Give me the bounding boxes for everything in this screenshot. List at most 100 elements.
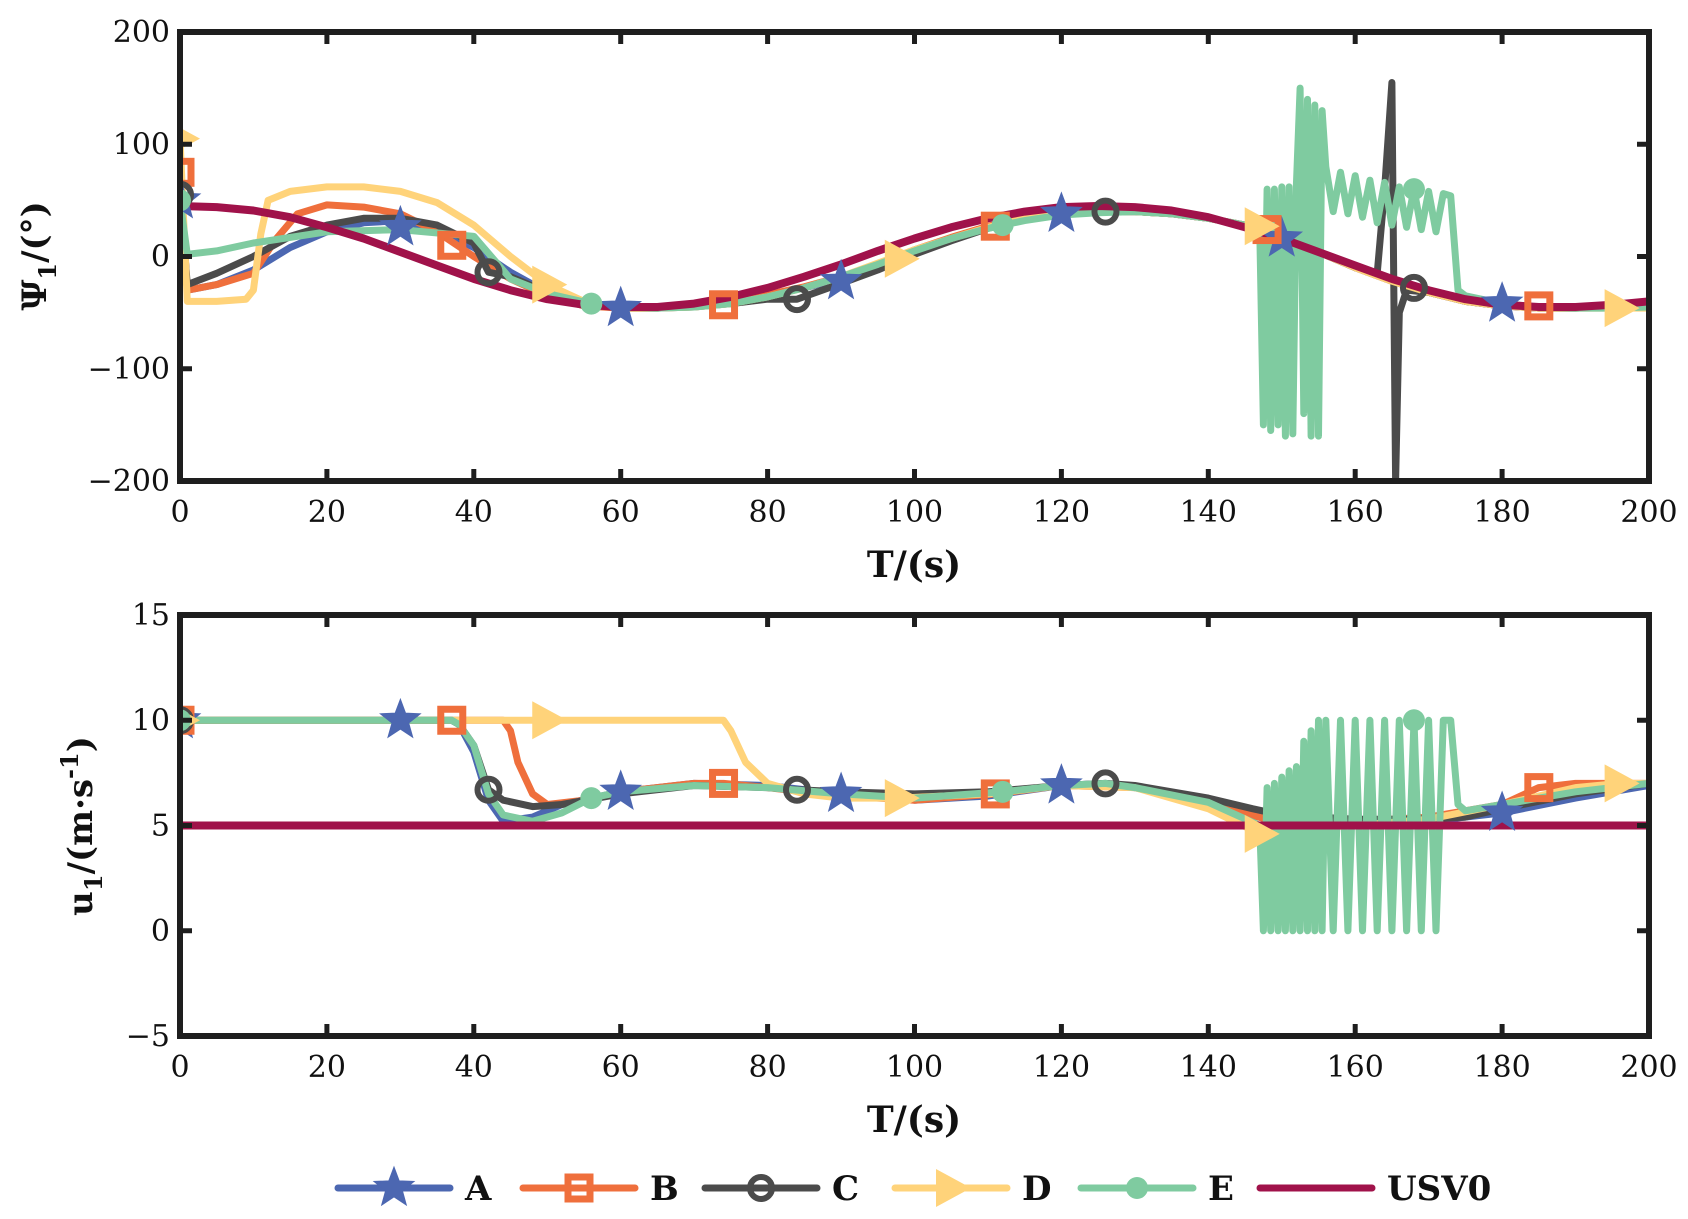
surge-speed-x-axis-label: T/(s) xyxy=(867,1099,961,1141)
heading-angle-series-c-marker xyxy=(1399,273,1428,302)
surge-speed-x-tick-label: 140 xyxy=(1180,1050,1237,1085)
heading-angle-y-tick-label: −200 xyxy=(88,464,170,499)
legend-item-b: B xyxy=(519,1169,679,1209)
heading-angle-series-d-marker xyxy=(884,239,920,278)
legend-marker-b xyxy=(564,1173,594,1203)
surge-speed-x-tick-label: 60 xyxy=(602,1050,640,1085)
surge-speed-y-label-unit: /(m·s xyxy=(61,779,101,874)
heading-angle-x-tick-label: 120 xyxy=(1033,495,1090,530)
surge-speed-series-a-marker xyxy=(1480,790,1524,832)
surge-speed-y-label-symbol: u xyxy=(61,891,101,916)
heading-angle-series-e-marker xyxy=(580,292,603,315)
surge-speed-series-b-marker xyxy=(709,768,739,798)
heading-angle-series-e-marker xyxy=(991,214,1014,237)
heading-angle-series-d-marker xyxy=(1604,289,1640,328)
heading-angle-series-b-marker xyxy=(437,230,467,260)
heading-angle-y-label-subscript: 1 xyxy=(33,263,62,280)
surge-speed-series-b-marker xyxy=(1524,773,1554,803)
surge-speed-series-d-marker xyxy=(532,701,568,740)
heading-angle-x-axis-label: T/(s) xyxy=(867,544,961,586)
legend-item-d: D xyxy=(891,1169,1051,1209)
legend-item-a: A xyxy=(334,1165,492,1209)
surge-speed-x-tick-label: 160 xyxy=(1327,1050,1384,1085)
heading-angle-x-tick-label: 20 xyxy=(308,495,346,530)
legend-label-b: B xyxy=(650,1169,679,1209)
surge-speed-series-e-marker xyxy=(580,787,603,810)
heading-angle-plot: 0 20 40 60 80 100 120 140 160 180 200 −200 −100 0 100 2… xyxy=(15,15,1678,586)
heading-angle-series-b-marker xyxy=(180,157,195,187)
surge-speed-x-tick-label: 200 xyxy=(1620,1050,1677,1085)
surge-speed-series-a-marker xyxy=(379,697,422,739)
surge-speed-y-label-superscript: -1 xyxy=(55,752,84,779)
surge-speed-y-tick-label: 5 xyxy=(151,809,170,844)
surge-speed-series-c-marker xyxy=(782,775,811,804)
heading-angle-x-tick-label: 60 xyxy=(602,495,640,530)
surge-speed-y-tick-label: 10 xyxy=(132,703,170,738)
legend: A B C D E USV0 xyxy=(334,1165,1491,1209)
surge-speed-series-e-marker xyxy=(991,780,1014,803)
legend-label-a: A xyxy=(464,1169,492,1209)
heading-angle-ticks: 0 20 40 60 80 100 120 140 160 180 200 −200 −100 0 100 2… xyxy=(88,15,1678,530)
heading-angle-series-b-marker xyxy=(709,290,739,320)
legend-item-e: E xyxy=(1077,1169,1234,1209)
heading-angle-x-tick-label: 200 xyxy=(1620,495,1677,530)
heading-angle-y-label-symbol: Ψ xyxy=(15,280,55,311)
surge-speed-y-tick-label: −5 xyxy=(126,1019,170,1054)
surge-speed-y-tick-label: 0 xyxy=(151,914,170,949)
surge-speed-series-d-marker xyxy=(884,779,920,818)
legend-label-c: C xyxy=(832,1169,859,1209)
surge-speed-y-label-close: ) xyxy=(61,736,101,752)
surge-speed-series-d-marker xyxy=(1604,764,1640,803)
legend-marker-a xyxy=(372,1165,416,1207)
heading-angle-series-d-marker xyxy=(532,265,568,304)
heading-angle-series-a-marker xyxy=(1480,281,1524,322)
surge-speed-x-tick-label: 40 xyxy=(455,1050,493,1085)
heading-angle-series-e-marker xyxy=(1402,178,1425,201)
heading-angle-x-tick-label: 160 xyxy=(1327,495,1384,530)
heading-angle-series-c-marker xyxy=(474,258,503,287)
surge-speed-y-label-subscript: 1 xyxy=(79,874,108,891)
surge-speed-x-tick-label: 20 xyxy=(308,1050,346,1085)
heading-angle-y-tick-label: 200 xyxy=(113,15,170,50)
surge-speed-series-b-marker xyxy=(437,705,467,735)
surge-speed-x-tick-label: 180 xyxy=(1473,1050,1530,1085)
surge-speed-x-tick-label: 100 xyxy=(886,1050,943,1085)
heading-angle-series-b-marker xyxy=(1524,291,1554,321)
legend-label-usv0: USV0 xyxy=(1387,1169,1491,1209)
heading-angle-y-tick-label: −100 xyxy=(88,352,170,387)
heading-angle-y-label-unit: /(°) xyxy=(15,201,55,263)
heading-angle-markers xyxy=(180,127,1640,328)
legend-item-c: C xyxy=(701,1169,859,1209)
legend-item-usv0: USV0 xyxy=(1256,1169,1491,1209)
legend-marker-e xyxy=(1126,1177,1148,1199)
legend-label-e: E xyxy=(1208,1169,1234,1209)
surge-speed-x-tick-label: 120 xyxy=(1033,1050,1090,1085)
heading-angle-x-tick-label: 140 xyxy=(1180,495,1237,530)
surge-speed-series-a-marker xyxy=(599,769,643,810)
heading-angle-x-tick-label: 40 xyxy=(455,495,493,530)
surge-speed-series-e-marker xyxy=(1402,709,1425,732)
heading-angle-y-tick-label: 100 xyxy=(113,127,170,162)
surge-speed-y-tick-label: 15 xyxy=(132,598,170,633)
heading-angle-series-c-marker xyxy=(782,285,811,314)
legend-marker-d xyxy=(936,1169,971,1207)
heading-angle-y-axis-label: Ψ1/(°) xyxy=(15,201,62,310)
heading-angle-y-tick-label: 0 xyxy=(151,240,170,275)
surge-speed-series-c-marker xyxy=(474,775,503,804)
surge-speed-series-a-marker xyxy=(819,771,863,813)
heading-angle-series-d-marker xyxy=(1244,207,1280,246)
heading-angle-x-tick-label: 100 xyxy=(886,495,943,530)
legend-marker-c xyxy=(747,1174,775,1202)
heading-angle-series-a-marker xyxy=(1040,191,1083,232)
surge-speed-x-tick-label: 80 xyxy=(749,1050,787,1085)
surge-speed-series-c-marker xyxy=(1091,769,1120,798)
heading-angle-series-a-marker xyxy=(819,258,863,300)
heading-angle-x-tick-label: 0 xyxy=(170,495,189,530)
surge-speed-y-axis-label: u1/(m·s-1) xyxy=(55,736,108,916)
heading-angle-series-c-marker xyxy=(180,180,194,209)
surge-speed-series-d-marker xyxy=(1244,814,1280,853)
